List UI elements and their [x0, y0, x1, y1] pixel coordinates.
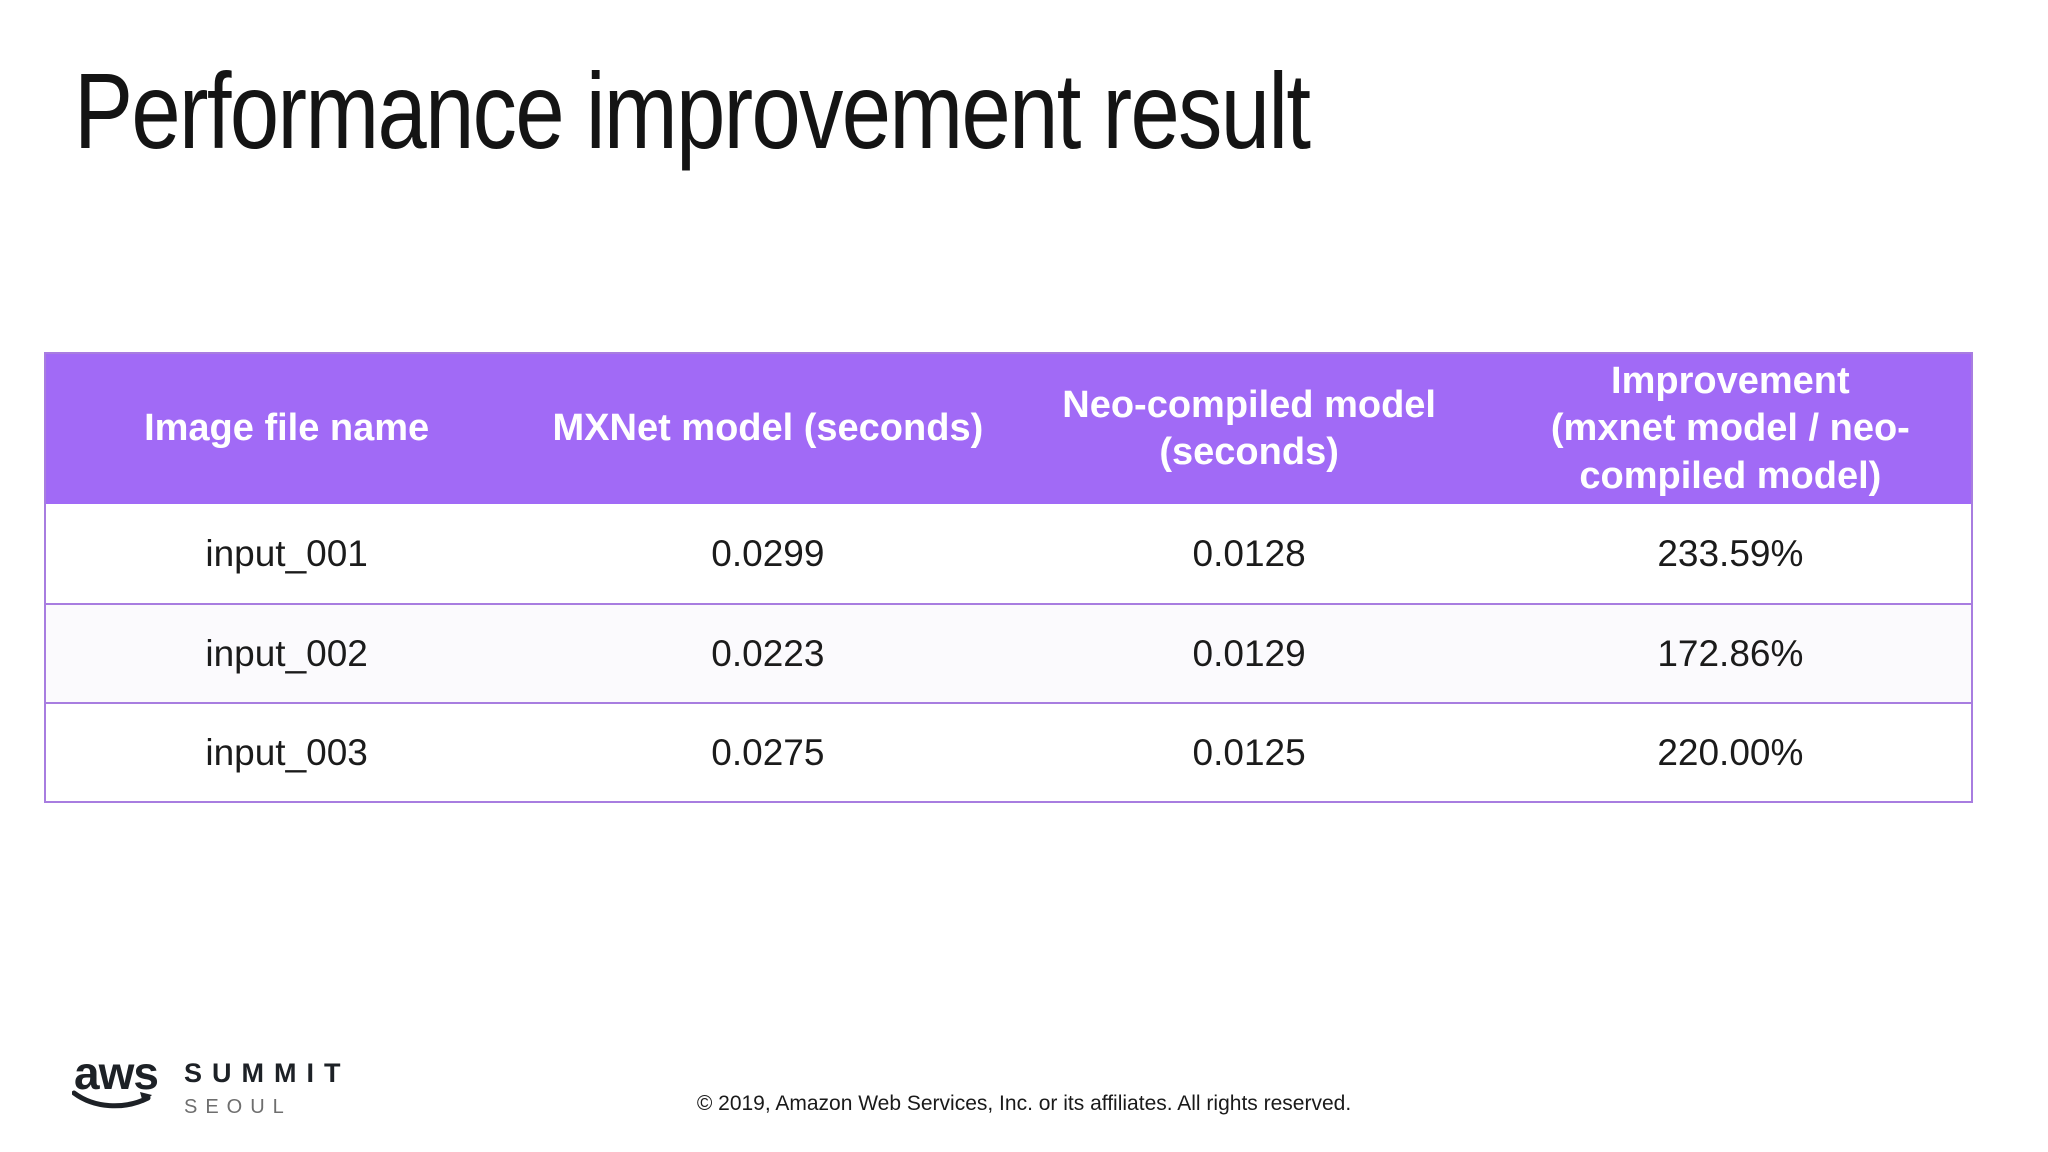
table-row: input_003 0.0275 0.0125 220.00%: [46, 702, 1971, 801]
aws-smile-icon: [72, 1090, 152, 1109]
aws-wordmark: aws: [74, 1047, 159, 1099]
summit-seoul-block: SUMMIT SEOUL: [184, 1050, 351, 1118]
cell-neo-seconds: 0.0125: [1192, 731, 1306, 773]
cell-neo-seconds: 0.0129: [1192, 632, 1306, 674]
aws-logo: aws: [72, 1047, 159, 1114]
cell-mxnet-seconds: 0.0275: [711, 731, 825, 773]
header-cell-neo-compiled-model: Neo-compiled model (seconds): [1062, 383, 1436, 473]
copyright-notice: © 2019, Amazon Web Services, Inc. or its…: [696, 1092, 1352, 1115]
summit-label: SUMMIT: [184, 1058, 351, 1088]
cell-image-file-name: input_002: [205, 632, 368, 674]
page-title: Performance improvement result: [74, 50, 1311, 171]
cell-image-file-name: input_001: [205, 532, 368, 574]
cell-image-file-name: input_003: [205, 731, 368, 773]
aws-summit-seoul-logo: aws SUMMIT SEOUL: [72, 1047, 351, 1118]
header-cell-image-file-name: Image file name: [144, 407, 430, 450]
cell-mxnet-seconds: 0.0223: [711, 632, 825, 674]
cell-improvement: 233.59%: [1657, 532, 1804, 574]
table-row: input_002 0.0223 0.0129 172.86%: [46, 603, 1971, 702]
header-cell-mxnet-model: MXNet model (seconds): [552, 407, 984, 450]
header-cell-improvement: Improvement (mxnet model / neo- compiled…: [1550, 360, 1910, 497]
cell-improvement: 172.86%: [1657, 632, 1804, 674]
cell-improvement: 220.00%: [1657, 731, 1804, 773]
cell-mxnet-seconds: 0.0299: [711, 532, 825, 574]
table-row: input_001 0.0299 0.0128 233.59%: [46, 504, 1971, 603]
performance-table: Image file name MXNet model (seconds) Ne…: [44, 352, 1973, 803]
seoul-label: SEOUL: [184, 1096, 292, 1118]
cell-neo-seconds: 0.0128: [1192, 532, 1306, 574]
table-header-row: Image file name MXNet model (seconds) Ne…: [46, 354, 1971, 504]
